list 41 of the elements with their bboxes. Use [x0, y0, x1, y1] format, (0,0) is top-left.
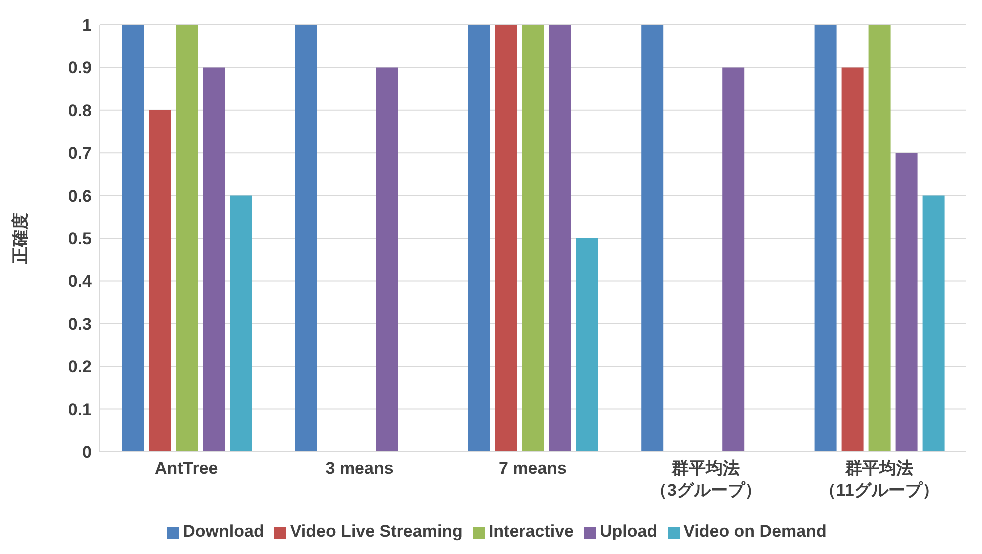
y-tick-label: 0.4 [68, 272, 93, 292]
y-tick-label: 0.3 [68, 314, 92, 334]
bar [522, 25, 544, 452]
bar [122, 25, 144, 452]
bar [176, 25, 198, 452]
y-tick-label: 1 [82, 16, 92, 36]
y-tick-label: 0.7 [68, 144, 92, 164]
y-tick-label: 0.2 [68, 358, 92, 377]
x-tick-label: 7 means [498, 459, 568, 478]
y-tick-label: 0 [82, 443, 92, 462]
bar [896, 153, 918, 452]
y-tick-label: 0.5 [68, 230, 92, 249]
bar [922, 196, 945, 452]
legend-label: Download [183, 522, 264, 541]
x-tick-label: AntTree [154, 459, 218, 478]
bar [842, 68, 864, 452]
x-tick-label: 3 means [326, 459, 394, 478]
legend-label: Video Live Streaming [290, 522, 463, 541]
legend-label: Upload [600, 522, 658, 541]
bar [295, 25, 318, 452]
x-tick-label: 群平均法（11グループ） [819, 459, 940, 500]
y-tick-label: 0.8 [68, 101, 92, 120]
x-tick-label: 群平均法（3グループ） [650, 459, 762, 500]
bar [149, 110, 171, 452]
bar [722, 68, 745, 452]
bar [203, 68, 225, 452]
y-axis-title: 正確度 [11, 213, 30, 265]
bar [468, 25, 490, 452]
legend-label: Video on Demand [684, 522, 827, 541]
y-tick-label: 0.9 [68, 58, 92, 78]
bar [549, 25, 572, 452]
bar [814, 25, 837, 452]
bar [642, 25, 664, 452]
bar [376, 68, 398, 452]
bar [495, 25, 518, 452]
legend-label: Interactive [488, 522, 574, 541]
bar [230, 196, 252, 452]
y-tick-label: 0.6 [68, 186, 92, 206]
y-tick-label: 0.1 [68, 400, 92, 420]
bar [868, 25, 891, 452]
bar [576, 238, 598, 452]
